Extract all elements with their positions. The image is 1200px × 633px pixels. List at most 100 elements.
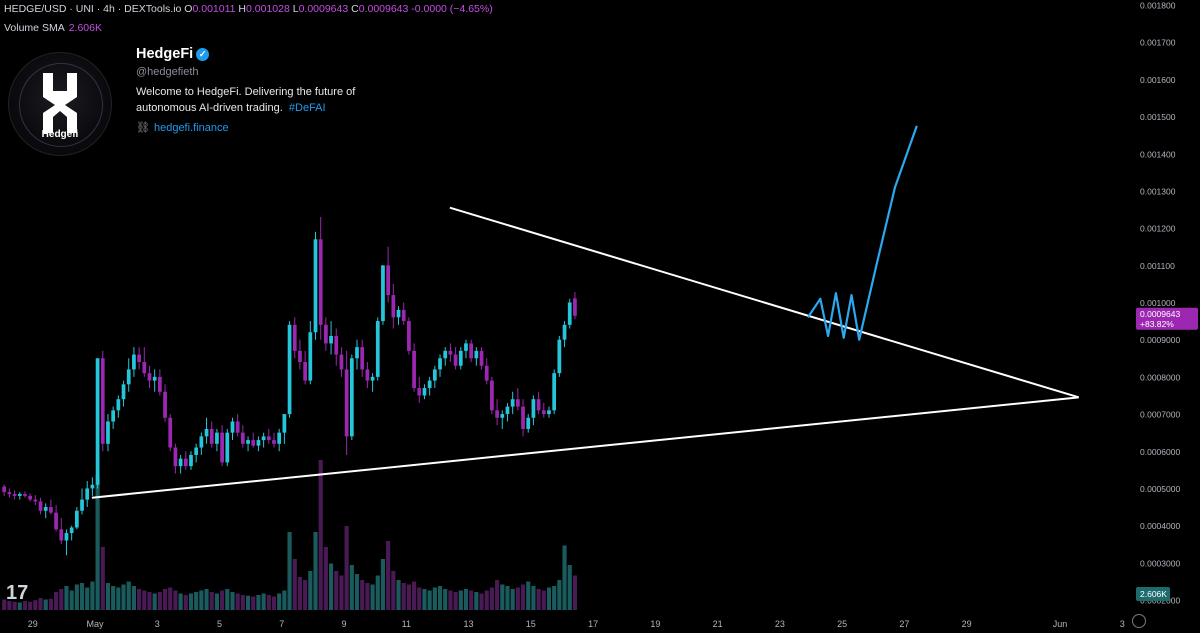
axis-settings-icon[interactable]	[1132, 614, 1146, 628]
volume-bar	[349, 565, 354, 610]
candle-body	[240, 432, 245, 444]
low-value: 0.0009643	[298, 3, 349, 15]
profile-name: HedgeFi ✓	[136, 46, 210, 62]
volume-bar	[79, 583, 85, 610]
projection-path[interactable]	[806, 125, 918, 341]
candle	[7, 488, 12, 498]
trendline[interactable]	[91, 396, 1079, 499]
candle	[334, 328, 339, 366]
hedgefi-logo-icon	[43, 73, 77, 133]
candle-body	[355, 347, 359, 359]
candle-body	[256, 440, 261, 446]
candle-body	[168, 417, 173, 448]
volume-bar	[43, 599, 48, 610]
candle	[557, 335, 562, 377]
candle-body	[407, 321, 411, 351]
candle-body	[381, 265, 385, 322]
candle	[375, 317, 380, 381]
candle	[401, 302, 406, 325]
candle-body	[126, 369, 131, 385]
volume-bar	[90, 581, 95, 610]
volume-bar	[116, 587, 121, 610]
candle	[505, 402, 510, 422]
candle-body	[7, 492, 12, 495]
candle	[547, 406, 551, 418]
candle	[339, 347, 344, 377]
candle	[189, 451, 193, 470]
candle-body	[531, 399, 536, 418]
candle	[100, 350, 105, 452]
volume-bar	[572, 575, 577, 610]
candle	[573, 292, 577, 320]
time-tick-label: 13	[464, 619, 474, 629]
volume-bar	[318, 460, 323, 610]
volume-bar	[95, 475, 100, 610]
bio-hashtag[interactable]: #DeFAI	[288, 102, 326, 114]
time-tick-label: 9	[342, 619, 347, 629]
candle	[256, 436, 261, 452]
profile-link-text[interactable]: hedgefi.finance	[153, 122, 229, 134]
candle-body	[510, 399, 515, 407]
candle	[453, 347, 458, 370]
volume-bar	[54, 592, 59, 610]
candle-body	[521, 406, 525, 429]
candle-body	[64, 533, 69, 541]
volume-bar	[235, 593, 240, 610]
candle	[318, 216, 323, 340]
volume-indicator[interactable]: Volume SMA 2.606K	[4, 22, 102, 34]
tradingview-logo-icon[interactable]: 17	[6, 582, 29, 604]
volume-label: Volume SMA	[4, 22, 65, 34]
candle	[552, 369, 557, 415]
chart-header: HEDGE/USD · UNI · 4h · DEXTools.io O0.00…	[4, 3, 493, 15]
trendline[interactable]	[449, 206, 1079, 399]
candle-body	[163, 391, 167, 418]
candle-body	[500, 414, 505, 418]
volume-bar	[152, 593, 157, 610]
time-tick-label: 3	[1120, 619, 1125, 629]
candle	[106, 414, 110, 452]
time-axis: 29 May 3 5 7 9 11 13 15 17 19 21 23 25 27 29 Jun 3	[28, 619, 1125, 629]
volume-bar	[458, 590, 463, 610]
volume-bar	[308, 571, 313, 610]
candle-body	[33, 499, 38, 502]
candle	[365, 362, 370, 389]
volume-bar	[204, 589, 209, 610]
profile-link[interactable]: ⛓ hedgefi.finance	[136, 121, 229, 134]
volume-bar	[22, 601, 28, 610]
time-tick-label: 5	[217, 619, 222, 629]
candle	[355, 339, 359, 370]
time-tick-label: 17	[588, 619, 598, 629]
candle-body	[199, 436, 204, 448]
candle	[261, 432, 266, 448]
candle	[515, 388, 520, 411]
candle-body	[432, 369, 437, 381]
volume-bar	[469, 590, 474, 610]
candle	[28, 493, 33, 502]
candle-body	[80, 499, 84, 511]
bio-line-2: autonomous AI-driven trading.	[136, 102, 283, 114]
volume-bar	[365, 583, 370, 610]
volume-bar	[417, 587, 422, 610]
volume-bar	[2, 599, 7, 610]
candle-body	[375, 321, 380, 377]
candle	[464, 339, 468, 359]
candle-body	[272, 440, 276, 444]
candle-body	[137, 354, 141, 362]
candle	[251, 432, 256, 448]
candle	[132, 347, 136, 377]
trendlines-layer	[91, 206, 1079, 499]
volume-bar	[370, 584, 375, 610]
volume-bar	[131, 586, 136, 610]
candle-body	[318, 239, 323, 325]
candle-body	[365, 369, 370, 381]
candle-body	[43, 507, 48, 511]
candle	[111, 406, 116, 429]
candle	[490, 376, 494, 415]
candle-body	[360, 347, 365, 370]
candle	[344, 350, 349, 455]
volume-bar	[505, 586, 510, 610]
candle	[562, 321, 567, 348]
price-tick-label: 0.0006000	[1140, 447, 1180, 457]
candle-body	[370, 376, 375, 381]
